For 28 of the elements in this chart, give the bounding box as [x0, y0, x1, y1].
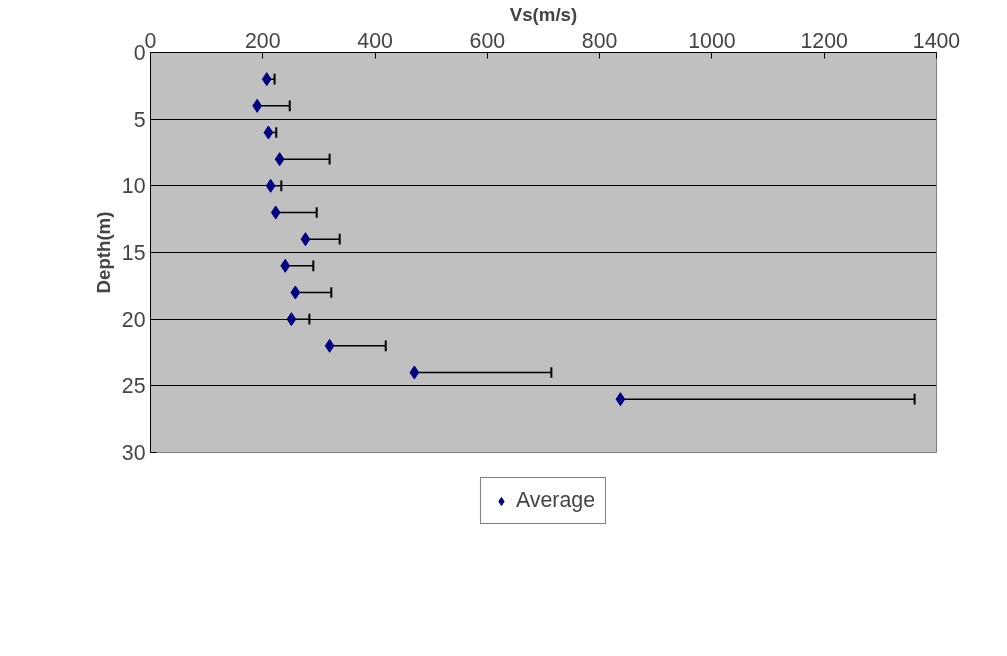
- y-tick-label: 25: [121, 374, 146, 399]
- point: [615, 392, 626, 407]
- x-tick-label: 800: [581, 28, 618, 53]
- point: [409, 365, 420, 380]
- x-tick-label: 200: [244, 28, 281, 53]
- point: [286, 312, 297, 327]
- point: [324, 338, 335, 353]
- x-tick-label: 1400: [912, 28, 961, 53]
- y-tick-label: 20: [121, 307, 146, 332]
- x-axis-title: Vs(m/s): [509, 3, 578, 25]
- point: [274, 152, 285, 167]
- y-tick-label: 10: [121, 174, 146, 199]
- x-tick-label: 1000: [688, 28, 736, 53]
- x-tick-label: 600: [469, 28, 506, 53]
- y-tick-label: 5: [133, 107, 146, 132]
- point: [261, 72, 272, 87]
- point: [300, 232, 311, 247]
- legend-label: Average: [515, 488, 596, 513]
- point: [280, 258, 291, 273]
- y-tick-label: 30: [121, 441, 146, 465]
- y-axis-title: Depth(m): [92, 211, 114, 294]
- point: [270, 205, 281, 220]
- x-tick-label: 1200: [800, 28, 849, 53]
- x-tick-label: 400: [357, 28, 393, 53]
- point: [265, 178, 276, 193]
- point: [290, 285, 301, 300]
- point: [263, 125, 274, 140]
- y-tick-label: 15: [121, 241, 146, 265]
